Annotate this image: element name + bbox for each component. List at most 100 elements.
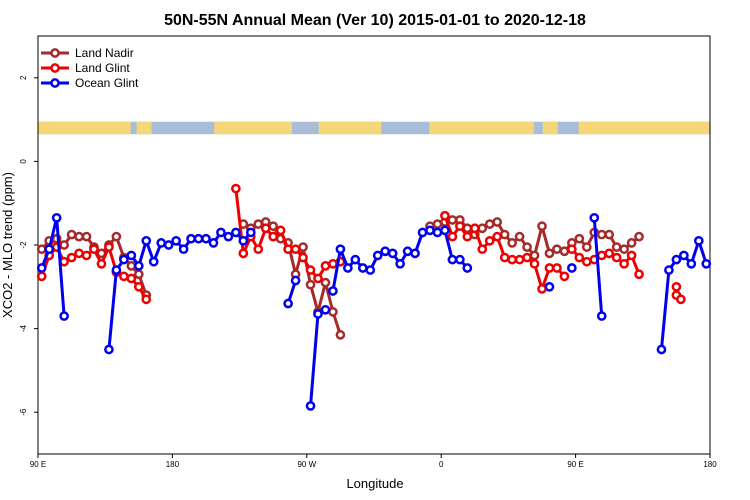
data-point (514, 254, 525, 265)
axis-ticks: 90 E 180 90 W 0 90 E 180 2 0 -2 -4 -6 (19, 75, 717, 469)
legend-label: Ocean Glint (75, 76, 139, 90)
data-point (679, 250, 689, 261)
data-point (163, 240, 174, 250)
data-point (455, 221, 465, 232)
data-point (387, 248, 398, 259)
data-point (380, 246, 391, 257)
data-point (410, 248, 420, 259)
x-tick-label: 180 (166, 460, 180, 469)
data-point (253, 219, 264, 229)
x-tick-label: 180 (703, 460, 717, 469)
data-point (492, 231, 503, 242)
data-point (290, 244, 301, 255)
data-point (305, 279, 316, 290)
land-band (318, 121, 382, 135)
data-point (634, 269, 644, 280)
y-tick-label: -4 (19, 324, 28, 332)
data-point (126, 250, 137, 261)
data-point (193, 233, 204, 244)
data-point (283, 298, 293, 309)
data-point (36, 271, 47, 282)
data-point (305, 401, 316, 411)
y-tick-label: -6 (19, 408, 28, 416)
data-point (81, 231, 92, 242)
data-point (133, 269, 144, 280)
data-point (492, 217, 503, 227)
data-point (335, 330, 346, 340)
series-layer (36, 183, 712, 411)
data-point (335, 244, 346, 255)
data-point (275, 225, 286, 236)
data-point (574, 252, 585, 263)
data-point (619, 258, 629, 269)
data-point (499, 229, 510, 240)
data-point (268, 221, 279, 232)
land-band (38, 121, 131, 135)
x-axis-label: Longitude (346, 476, 403, 491)
data-point (208, 238, 219, 248)
legend-marker (50, 48, 60, 58)
data-point (59, 240, 69, 250)
data-point (440, 225, 450, 236)
land-band (136, 121, 152, 135)
data-point (514, 231, 525, 242)
data-point (537, 284, 547, 294)
data-point (238, 235, 249, 246)
data-point (133, 261, 144, 271)
data-point (305, 265, 316, 275)
series-ocean-glint (36, 212, 712, 411)
data-point (432, 219, 443, 229)
data-point (686, 258, 697, 269)
data-point (119, 271, 129, 282)
data-point (66, 229, 77, 240)
data-point (596, 229, 607, 240)
data-point (484, 219, 495, 229)
data-point (634, 231, 644, 242)
data-point (656, 344, 667, 355)
data-point (626, 238, 637, 248)
data-point (81, 250, 92, 261)
data-point (676, 294, 686, 305)
data-point (440, 210, 450, 221)
y-tick-label: 2 (19, 75, 28, 80)
legend-label: Land Glint (75, 61, 130, 75)
data-point (626, 250, 637, 261)
data-point (66, 252, 77, 263)
data-point (186, 233, 196, 244)
data-point (455, 254, 465, 265)
x-tick-label: 90 W (297, 460, 316, 469)
data-point (581, 242, 592, 252)
data-point (320, 277, 331, 288)
data-point (283, 244, 293, 255)
data-point (44, 244, 55, 255)
data-point (74, 231, 84, 242)
data-point (365, 265, 376, 275)
land-band (214, 121, 292, 135)
land-band (578, 121, 710, 135)
data-point (253, 244, 264, 255)
data-point (350, 254, 361, 265)
data-point (507, 238, 517, 248)
data-point (104, 344, 114, 355)
data-point (133, 281, 144, 292)
x-tick-label: 90 E (567, 460, 583, 469)
data-point (619, 244, 629, 255)
data-point (320, 261, 331, 271)
data-point (156, 238, 167, 248)
data-point (544, 263, 555, 273)
legend-marker (50, 63, 60, 73)
data-point (178, 244, 189, 255)
data-point (89, 244, 99, 255)
y-tick-label: -2 (19, 241, 28, 249)
data-point (238, 248, 249, 259)
data-point (298, 252, 308, 263)
data-point (395, 258, 405, 269)
data-point (447, 254, 458, 265)
land-band (429, 121, 534, 135)
data-point (141, 294, 152, 305)
data-point (328, 307, 338, 317)
data-point (36, 244, 47, 255)
data-point (111, 231, 122, 242)
